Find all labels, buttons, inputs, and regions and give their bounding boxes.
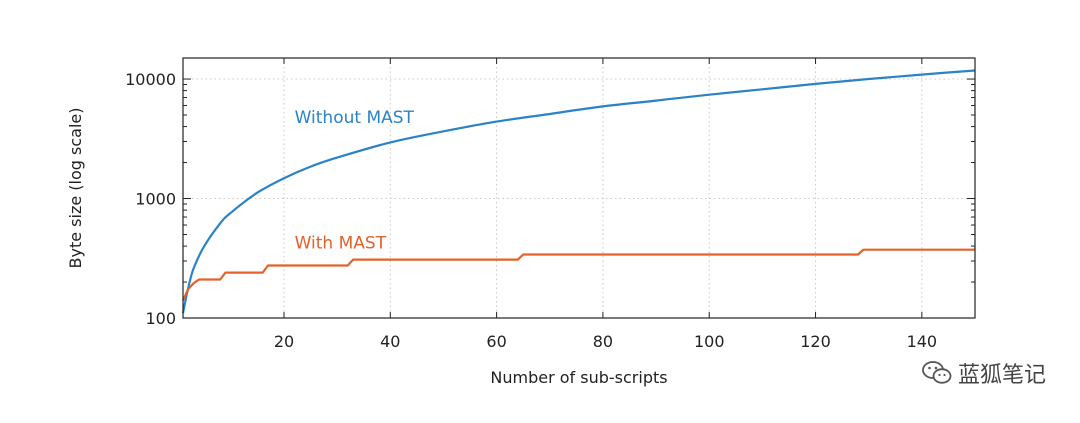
y-axis-title: Byte size (log scale) [66, 108, 85, 269]
x-tick-label: 140 [907, 332, 938, 351]
x-axis-title: Number of sub-scripts [490, 368, 667, 387]
annotations: Without MAST With MAST [295, 108, 415, 254]
series-group [181, 69, 976, 314]
series-line-without-mast [181, 69, 976, 314]
watermark: 蓝狐笔记 [922, 357, 1046, 389]
y-tick-label: 1000 [135, 190, 176, 209]
x-tick-label: 20 [274, 332, 294, 351]
x-tick-label: 80 [593, 332, 613, 351]
x-tick-label: 40 [380, 332, 400, 351]
y-tick-label: 100 [145, 309, 176, 328]
series-line-with-mast [182, 248, 975, 301]
wechat-icon [922, 360, 952, 386]
watermark-text: 蓝狐笔记 [957, 363, 1046, 388]
x-tick-label: 100 [694, 332, 725, 351]
series-label-with-mast: With MAST [295, 234, 387, 254]
y-tick-label: 10000 [125, 70, 176, 89]
ticks: 20 40 60 80 100 120 140 100 1000 10000 [125, 58, 975, 351]
x-tick-label: 60 [486, 332, 506, 351]
plot-frame [182, 57, 976, 319]
x-tick-label: 120 [800, 332, 831, 351]
grid [183, 58, 975, 319]
series-label-without-mast: Without MAST [295, 108, 415, 128]
